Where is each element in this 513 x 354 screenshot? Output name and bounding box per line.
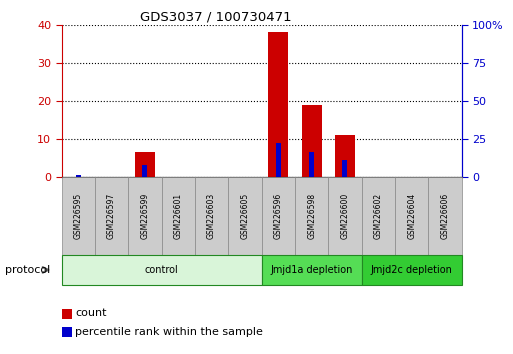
Text: percentile rank within the sample: percentile rank within the sample [75,327,263,337]
Text: GSM226600: GSM226600 [341,193,349,239]
Text: count: count [75,308,106,318]
Text: protocol: protocol [5,265,50,275]
Bar [76,175,81,177]
Text: control: control [145,265,179,275]
Bar [343,160,347,177]
Bar [302,105,322,177]
Text: GSM226604: GSM226604 [407,193,416,239]
Bar [335,135,355,177]
Text: GSM226602: GSM226602 [374,193,383,239]
Text: GSM226597: GSM226597 [107,193,116,239]
Text: GSM226599: GSM226599 [141,193,149,239]
Text: GDS3037 / 100730471: GDS3037 / 100730471 [140,11,291,24]
Text: GSM226595: GSM226595 [74,193,83,239]
Bar [143,165,147,177]
Text: GSM226603: GSM226603 [207,193,216,239]
Text: GSM226601: GSM226601 [174,193,183,239]
Text: GSM226596: GSM226596 [274,193,283,239]
Text: GSM226606: GSM226606 [441,193,449,239]
Text: GSM226598: GSM226598 [307,193,316,239]
Bar [276,143,281,177]
Bar [268,32,288,177]
Bar [309,152,314,177]
Text: Jmjd1a depletion: Jmjd1a depletion [270,265,353,275]
Bar [135,152,155,177]
Text: GSM226605: GSM226605 [241,193,249,239]
Text: Jmjd2c depletion: Jmjd2c depletion [371,265,452,275]
